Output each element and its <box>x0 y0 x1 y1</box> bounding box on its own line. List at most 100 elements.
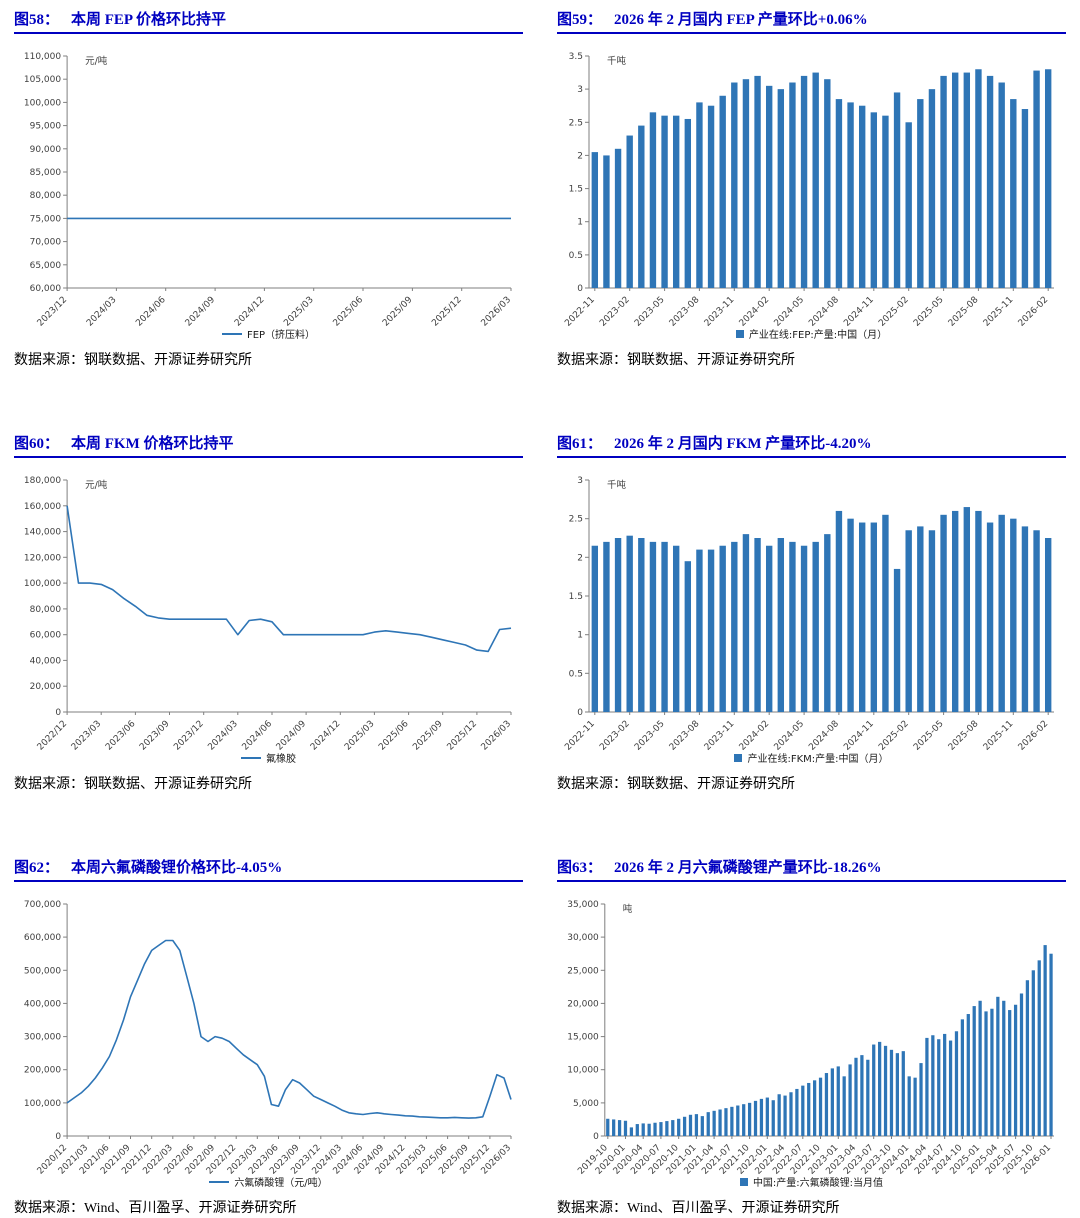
svg-text:2024-08: 2024-08 <box>807 719 841 753</box>
svg-text:2026/03: 2026/03 <box>480 719 514 753</box>
svg-text:2.5: 2.5 <box>569 515 583 525</box>
svg-text:2023-05: 2023-05 <box>633 719 667 753</box>
svg-text:2023-11: 2023-11 <box>703 295 737 329</box>
figure-title: 2026 年 2 月六氟磷酸锂产量环比-18.26% <box>614 860 882 876</box>
svg-text:95,000: 95,000 <box>30 122 62 132</box>
figure-heading: 图60： 本周 FKM 价格环比持平 <box>14 432 523 458</box>
svg-text:105,000: 105,000 <box>24 75 61 85</box>
svg-text:20,000: 20,000 <box>567 999 599 1009</box>
svg-text:2: 2 <box>577 553 583 563</box>
figure-number: 图61： <box>557 436 603 452</box>
data-source: 数据来源：钢联数据、开源证券研究所 <box>14 777 252 792</box>
svg-text:吨: 吨 <box>623 903 633 915</box>
svg-text:2024/03: 2024/03 <box>85 295 119 329</box>
svg-text:2023-08: 2023-08 <box>668 719 702 753</box>
svg-text:120,000: 120,000 <box>24 553 61 563</box>
svg-text:2022-11: 2022-11 <box>563 295 597 329</box>
svg-text:15,000: 15,000 <box>567 1033 599 1043</box>
svg-text:0: 0 <box>593 1132 599 1142</box>
svg-text:元/吨: 元/吨 <box>85 55 108 67</box>
svg-text:2.5: 2.5 <box>569 118 583 128</box>
svg-text:2: 2 <box>577 151 583 161</box>
fep-price-chart: 60,000 65,000 70,000 75,000 80,000 85,000 90,0… <box>16 40 521 338</box>
svg-text:2022-11: 2022-11 <box>563 719 597 753</box>
chart-legend: FEP（挤压料） <box>14 326 523 341</box>
legend-label: 中国:产量:六氟磷酸锂:当月值 <box>752 1178 884 1189</box>
data-source: 数据来源：Wind、百川盈孚、开源证券研究所 <box>557 1201 840 1216</box>
svg-text:2025/12: 2025/12 <box>430 295 464 329</box>
svg-text:200,000: 200,000 <box>24 1066 61 1076</box>
svg-text:40,000: 40,000 <box>30 656 62 666</box>
svg-text:0: 0 <box>55 1132 61 1142</box>
data-source: 数据来源：钢联数据、开源证券研究所 <box>14 353 252 368</box>
figure-heading: 图61： 2026 年 2 月国内 FKM 产量环比-4.20% <box>557 432 1066 458</box>
svg-text:2024/09: 2024/09 <box>184 295 218 329</box>
svg-text:100,000: 100,000 <box>24 1099 61 1109</box>
svg-text:2023/06: 2023/06 <box>104 719 138 753</box>
svg-text:25,000: 25,000 <box>567 966 599 976</box>
figure-number: 图60： <box>14 436 60 452</box>
svg-text:2024-05: 2024-05 <box>773 719 807 753</box>
svg-text:65,000: 65,000 <box>30 261 62 271</box>
svg-text:30,000: 30,000 <box>567 933 599 943</box>
figure-block-61: 图61： 2026 年 2 月国内 FKM 产量环比-4.20% 0 0.5 1 1.… <box>557 432 1066 856</box>
svg-text:90,000: 90,000 <box>30 145 62 155</box>
figure-title: 2026 年 2 月国内 FKM 产量环比-4.20% <box>614 436 872 452</box>
legend-label: 氟橡胶 <box>266 754 296 765</box>
lipf6-output-chart: 0 5,000 10,000 15,000 20,000 25,000 30,000 35,0… <box>559 888 1064 1186</box>
legend-line-marker <box>221 332 242 335</box>
legend-square-marker <box>734 753 743 762</box>
svg-text:0.5: 0.5 <box>569 251 583 261</box>
svg-text:元/吨: 元/吨 <box>85 479 108 491</box>
svg-text:140,000: 140,000 <box>24 528 61 538</box>
svg-text:400,000: 400,000 <box>24 999 61 1009</box>
svg-text:85,000: 85,000 <box>30 168 62 178</box>
svg-text:2025/06: 2025/06 <box>332 295 366 329</box>
svg-text:2025-08: 2025-08 <box>947 719 981 753</box>
svg-text:0: 0 <box>577 284 583 294</box>
figure-block-60: 图60： 本周 FKM 价格环比持平 0 20,000 40,000 60,000 80… <box>14 432 523 856</box>
svg-text:2024-02: 2024-02 <box>738 719 772 753</box>
svg-text:2023-02: 2023-02 <box>598 719 632 753</box>
svg-text:2025-05: 2025-05 <box>912 295 946 329</box>
svg-text:2024-11: 2024-11 <box>842 295 876 329</box>
figure-number: 图59： <box>557 12 603 28</box>
svg-text:160,000: 160,000 <box>24 502 61 512</box>
svg-text:10,000: 10,000 <box>567 1066 599 1076</box>
figure-title: 本周 FEP 价格环比持平 <box>71 12 227 28</box>
svg-text:0.5: 0.5 <box>569 669 583 679</box>
svg-text:60,000: 60,000 <box>30 284 62 294</box>
svg-text:2024/06: 2024/06 <box>241 719 275 753</box>
legend-square-marker <box>739 1177 748 1186</box>
svg-text:2023-11: 2023-11 <box>703 719 737 753</box>
svg-text:35,000: 35,000 <box>567 900 599 910</box>
figure-title: 本周六氟磷酸锂价格环比-4.05% <box>71 860 283 876</box>
svg-text:500,000: 500,000 <box>24 966 61 976</box>
svg-text:2024/12: 2024/12 <box>309 719 343 753</box>
svg-text:2023/12: 2023/12 <box>36 295 70 329</box>
svg-text:3.5: 3.5 <box>569 52 583 62</box>
svg-text:100,000: 100,000 <box>24 98 61 108</box>
figure-number: 图63： <box>557 860 603 876</box>
svg-text:2024-08: 2024-08 <box>807 295 841 329</box>
figure-block-59: 图59： 2026 年 2 月国内 FEP 产量环比+0.06% 0 0.5 1 1.… <box>557 8 1066 432</box>
svg-text:2025-05: 2025-05 <box>912 719 946 753</box>
svg-text:700,000: 700,000 <box>24 900 61 910</box>
chart-legend: 中国:产量:六氟磷酸锂:当月值 <box>557 1174 1066 1189</box>
svg-text:2026-02: 2026-02 <box>1017 295 1051 329</box>
svg-text:80,000: 80,000 <box>30 191 62 201</box>
svg-text:100,000: 100,000 <box>24 579 61 589</box>
svg-text:2025-08: 2025-08 <box>947 295 981 329</box>
lipf6-price-chart: 0 100,000 200,000 300,000 400,000 500,000 600,… <box>16 888 521 1186</box>
svg-text:1: 1 <box>577 218 583 228</box>
svg-text:2025-11: 2025-11 <box>982 295 1016 329</box>
svg-text:2026-02: 2026-02 <box>1017 719 1051 753</box>
figure-heading: 图58： 本周 FEP 价格环比持平 <box>14 8 523 34</box>
svg-text:2025/09: 2025/09 <box>411 719 445 753</box>
fep-output-chart: 0 0.5 1 1.5 2 2.5 3 3.5 千吨 2022-11 2023-02 2023-05 2… <box>559 40 1064 338</box>
svg-text:2024/12: 2024/12 <box>233 295 267 329</box>
data-source: 数据来源：Wind、百川盈孚、开源证券研究所 <box>14 1201 297 1216</box>
legend-line-marker <box>209 1180 230 1183</box>
